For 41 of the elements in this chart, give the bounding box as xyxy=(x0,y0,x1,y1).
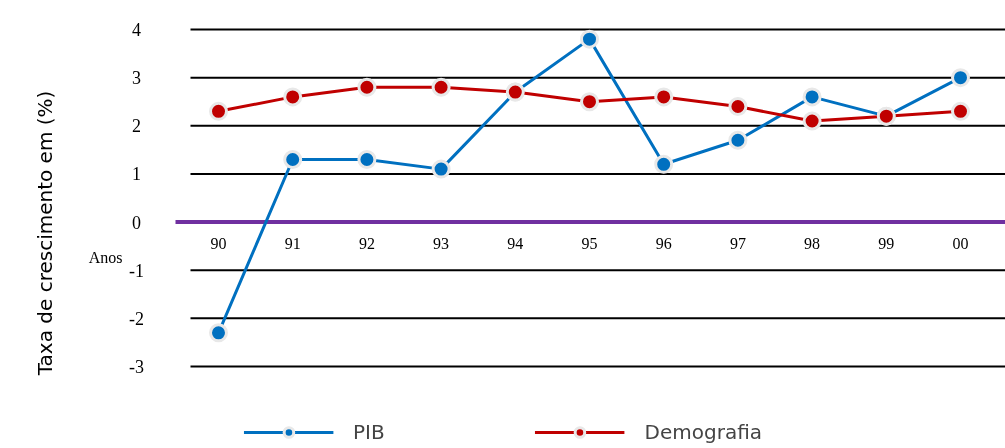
legend-label: PIB xyxy=(352,420,385,444)
x-tick-label: 00 xyxy=(952,235,969,253)
point xyxy=(802,87,822,107)
x-tick-label: 96 xyxy=(655,235,672,253)
x-tick-label: 95 xyxy=(581,235,598,253)
x-tick-label: 93 xyxy=(433,235,450,253)
point xyxy=(728,97,748,117)
point xyxy=(728,130,748,150)
point xyxy=(654,154,674,174)
y-axis-title: Taxa de crescimento em (%) xyxy=(32,90,57,377)
point xyxy=(431,77,451,97)
point xyxy=(283,87,303,107)
point xyxy=(654,87,674,107)
x-tick-label: 92 xyxy=(358,235,375,253)
point xyxy=(580,92,599,112)
x-tick-label: 90 xyxy=(210,235,227,253)
x-tick-label: 98 xyxy=(804,235,821,253)
point xyxy=(357,150,377,169)
x-axis-title: Anos xyxy=(88,249,123,267)
y-tick-label: 0 xyxy=(132,212,141,233)
point xyxy=(209,101,228,121)
point xyxy=(431,159,451,179)
y-tick-label: 3 xyxy=(132,68,141,89)
y-tick-label: -1 xyxy=(129,260,144,281)
y-tick-label: 4 xyxy=(132,20,141,40)
point xyxy=(802,111,822,131)
y-tick-label: -2 xyxy=(129,308,144,329)
x-tick-label: 91 xyxy=(284,235,301,253)
y-tick-label: -3 xyxy=(129,357,144,377)
point xyxy=(580,29,599,49)
point xyxy=(951,101,970,121)
x-tick-label: 99 xyxy=(878,235,895,253)
point xyxy=(951,68,970,88)
legend-label: Demografia xyxy=(644,420,763,444)
y-tick-label: 2 xyxy=(132,116,141,137)
x-tick-label: 94 xyxy=(507,235,524,253)
y-tick-label: 1 xyxy=(132,164,141,185)
x-tick-label: 97 xyxy=(729,235,746,253)
point xyxy=(357,77,377,97)
point xyxy=(209,323,228,343)
point xyxy=(283,150,303,169)
